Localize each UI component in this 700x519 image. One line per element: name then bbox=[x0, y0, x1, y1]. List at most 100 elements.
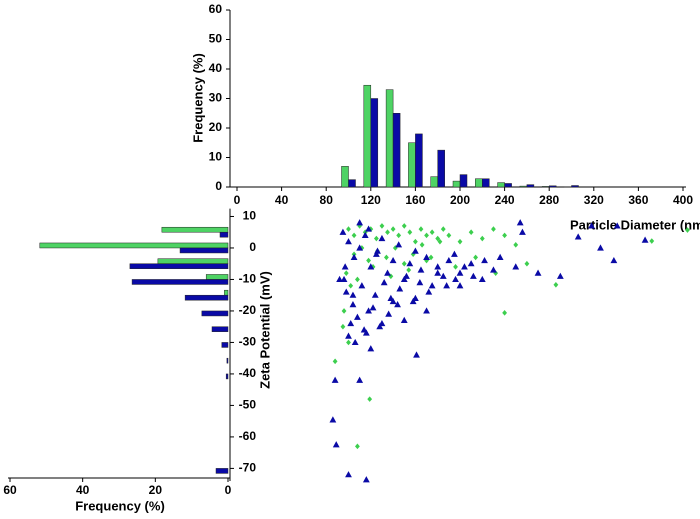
y-tick-label: -40 bbox=[239, 366, 257, 380]
scatter-point bbox=[367, 263, 375, 270]
scatter-point bbox=[345, 238, 352, 245]
scatter-point bbox=[409, 297, 417, 305]
scatter-point bbox=[401, 260, 407, 267]
scatter-point bbox=[340, 323, 346, 330]
scatter-point bbox=[461, 263, 468, 270]
scatter-point bbox=[479, 235, 485, 242]
scatter-point bbox=[369, 304, 377, 311]
bar bbox=[571, 185, 579, 188]
scatter-point bbox=[452, 275, 459, 283]
scatter-point bbox=[443, 282, 451, 289]
bar bbox=[225, 373, 229, 380]
scatter-point bbox=[424, 232, 429, 239]
scatter-point bbox=[469, 272, 477, 279]
scatter-point bbox=[468, 229, 474, 236]
scatter-point bbox=[372, 250, 380, 257]
y-tick-label: 20 bbox=[209, 120, 223, 134]
scatter-point bbox=[373, 235, 379, 242]
y-tick-label: -70 bbox=[239, 461, 257, 475]
x-tick-label: 240 bbox=[495, 193, 515, 207]
bar bbox=[161, 226, 229, 233]
x-tick-label: 0 bbox=[225, 483, 232, 497]
scatter-point bbox=[389, 297, 397, 305]
x-axis-label: Particle Diameter (nm) bbox=[570, 217, 700, 232]
x-tick-label: 20 bbox=[149, 483, 163, 497]
scatter-point bbox=[355, 276, 360, 283]
scatter-point bbox=[406, 267, 412, 273]
scatter-point bbox=[345, 332, 352, 339]
scatter-point bbox=[440, 226, 446, 232]
scatter-point bbox=[376, 323, 384, 330]
scatter-point bbox=[502, 310, 507, 316]
bar bbox=[497, 182, 505, 188]
y-tick-label: 40 bbox=[209, 61, 223, 75]
scatter-point bbox=[350, 253, 358, 261]
bar bbox=[129, 263, 229, 269]
scatter-point bbox=[395, 241, 403, 248]
scatter-point bbox=[378, 319, 386, 327]
bar bbox=[437, 149, 445, 188]
x-tick-label: 280 bbox=[539, 193, 559, 207]
scatter-point bbox=[416, 279, 424, 286]
y-tick-label: -60 bbox=[239, 429, 257, 443]
x-tick-label: 80 bbox=[320, 193, 334, 207]
bar bbox=[201, 310, 229, 317]
scatter-point bbox=[365, 307, 372, 314]
scatter-point bbox=[407, 229, 413, 236]
scatter-point bbox=[388, 273, 394, 280]
scatter-point bbox=[339, 228, 347, 235]
x-tick-label: 320 bbox=[584, 193, 604, 207]
scatter-point bbox=[374, 247, 381, 254]
scatter-point bbox=[406, 260, 414, 267]
scatter-point bbox=[332, 358, 338, 365]
scatter-point bbox=[385, 229, 390, 236]
x-tick-label: 40 bbox=[275, 193, 289, 207]
scatter-point bbox=[478, 275, 486, 283]
bar bbox=[157, 258, 229, 264]
scatter-point bbox=[588, 222, 595, 229]
scatter-point bbox=[439, 272, 447, 279]
scatter-point bbox=[502, 232, 507, 239]
bar bbox=[348, 179, 356, 188]
scatter-point bbox=[412, 247, 419, 254]
scatter-point bbox=[456, 269, 464, 276]
scatter-point bbox=[348, 282, 354, 289]
bar bbox=[392, 113, 401, 188]
scatter-point bbox=[378, 234, 386, 242]
scatter-point bbox=[685, 227, 690, 233]
scatter-point bbox=[453, 264, 458, 270]
scatter-point bbox=[519, 228, 526, 235]
scatter-point bbox=[473, 254, 479, 261]
scatter-point bbox=[336, 275, 343, 283]
scatter-point bbox=[437, 238, 443, 245]
bar bbox=[224, 289, 229, 296]
scatter-point bbox=[361, 231, 369, 238]
bar bbox=[408, 142, 416, 188]
scatter-point bbox=[613, 222, 621, 229]
scatter-point bbox=[347, 319, 355, 327]
bar bbox=[131, 279, 229, 285]
bar bbox=[363, 84, 372, 188]
bar bbox=[415, 133, 423, 188]
scatter-point bbox=[389, 256, 397, 264]
scatter-point bbox=[400, 275, 408, 283]
scatter-point bbox=[481, 256, 488, 264]
bar bbox=[205, 274, 229, 280]
scatter-point bbox=[341, 263, 349, 270]
y-axis-label: Frequency (%) bbox=[190, 53, 205, 143]
scatter-point bbox=[456, 282, 464, 289]
x-tick-label: 40 bbox=[76, 483, 90, 497]
scatter-point bbox=[516, 219, 524, 226]
bar bbox=[179, 247, 229, 254]
scatter-point bbox=[419, 242, 425, 248]
scatter-point bbox=[396, 232, 402, 239]
bar bbox=[475, 178, 483, 188]
bar bbox=[430, 176, 438, 188]
bar bbox=[541, 186, 550, 188]
scatter-point bbox=[423, 253, 430, 261]
scatter-point bbox=[346, 226, 351, 232]
bar bbox=[548, 185, 557, 188]
bar bbox=[370, 98, 379, 188]
scatter-point bbox=[428, 282, 436, 289]
